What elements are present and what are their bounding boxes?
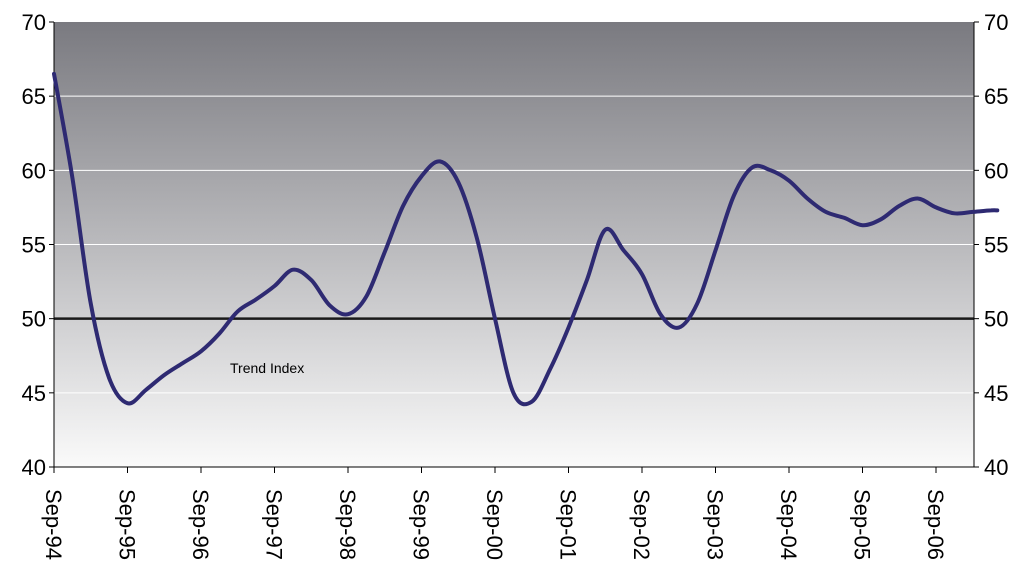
right-y-tick-70: 70: [984, 10, 1008, 35]
right-y-tick-45: 45: [984, 381, 1008, 406]
trend-index-line: [52, 71, 1000, 407]
x-tick-label-Sep-96: Sep-96: [188, 489, 213, 560]
left-y-tick-60: 60: [22, 158, 46, 183]
x-tick-label-Sep-95: Sep-95: [115, 489, 140, 560]
left-y-tick-labels: 40 45 50 55 60 65 70: [22, 10, 46, 480]
axes: [49, 21, 979, 473]
right-y-tick-60: 60: [984, 158, 1008, 183]
x-tick-label-Sep-05: Sep-05: [850, 489, 875, 560]
left-y-tick-55: 55: [22, 233, 46, 258]
x-tick-label-Sep-04: Sep-04: [776, 489, 801, 560]
left-y-tick-70: 70: [22, 10, 46, 35]
x-tick-label-Sep-03: Sep-03: [703, 489, 728, 560]
trend-index-annotation: Trend Index: [230, 360, 304, 376]
right-y-tick-labels: 40 45 50 55 60 65 70: [984, 10, 1008, 480]
x-tick-label-Sep-02: Sep-02: [629, 489, 654, 560]
x-tick-labels: Sep-94 Sep-95 Sep-96 Sep-97 Sep-98 Sep-99 Sep-…: [41, 489, 948, 560]
x-tick-label-Sep-00: Sep-00: [482, 489, 507, 560]
x-tick-label-Sep-06: Sep-06: [923, 489, 948, 560]
left-y-tick-50: 50: [22, 307, 46, 332]
x-tick-label-Sep-01: Sep-01: [556, 489, 581, 560]
x-tick-label-Sep-99: Sep-99: [409, 489, 434, 560]
left-y-tick-45: 45: [22, 381, 46, 406]
x-tick-label-Sep-98: Sep-98: [335, 489, 360, 560]
right-y-tick-55: 55: [984, 233, 1008, 258]
left-y-tick-40: 40: [22, 455, 46, 480]
right-y-tick-40: 40: [984, 455, 1008, 480]
right-y-tick-50: 50: [984, 307, 1008, 332]
x-tick-label-Sep-97: Sep-97: [262, 489, 287, 560]
gridlines: [54, 95, 974, 394]
right-y-tick-65: 65: [984, 84, 1008, 109]
left-y-tick-65: 65: [22, 84, 46, 109]
x-tick-label-Sep-94: Sep-94: [41, 489, 66, 560]
